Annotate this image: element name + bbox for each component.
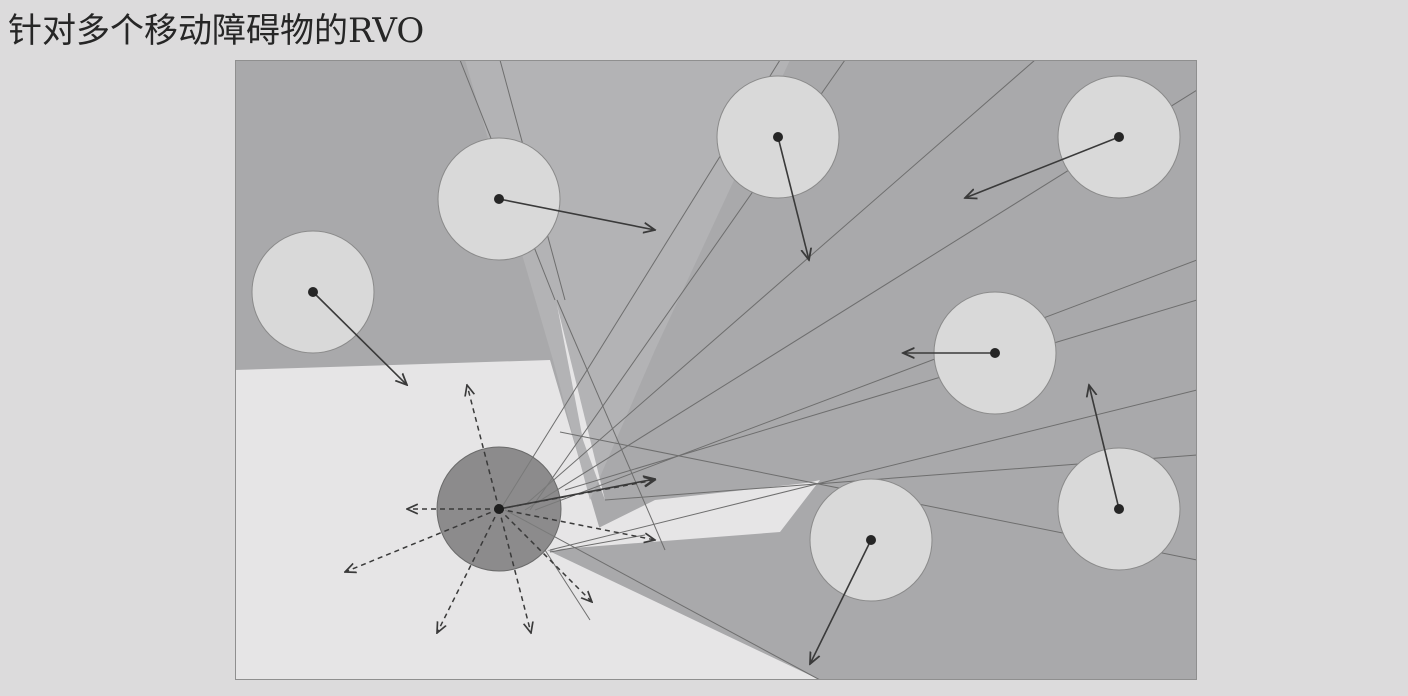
velocity-arrow: [312, 291, 407, 385]
velocity-arrow: [777, 136, 809, 260]
agent-center-dot: [494, 504, 504, 514]
candidate-velocity-arrow: [467, 385, 500, 510]
obstacles: [251, 75, 1181, 664]
obstacle-3: [716, 75, 840, 260]
rvo-diagram: [235, 60, 1197, 680]
diagram-frame: [235, 60, 1197, 680]
velocity-arrow: [1089, 385, 1120, 510]
obstacle-center-dot: [308, 287, 318, 297]
velocity-arrow: [810, 539, 872, 664]
obstacle-7: [810, 478, 933, 664]
obstacle-5: [903, 291, 1057, 415]
candidate-velocity-arrow: [498, 508, 531, 633]
obstacle-center-dot: [990, 348, 1000, 358]
candidate-velocity-arrow: [498, 508, 592, 602]
obstacle-center-dot: [866, 535, 876, 545]
velocity-arrow: [498, 198, 655, 230]
rvo-diagram-svg: [235, 60, 1197, 680]
agent: [345, 385, 655, 633]
obstacle-center-dot: [773, 132, 783, 142]
obstacle-center-dot: [1114, 132, 1124, 142]
obstacle-4: [965, 75, 1181, 198]
obstacle-2: [437, 137, 655, 261]
obstacle-center-dot: [1114, 504, 1124, 514]
free-gap-wedge: [557, 305, 605, 500]
slide-title: 针对多个移动障碍物的RVO: [8, 11, 425, 51]
velocity-arrow: [965, 136, 1120, 198]
obstacle-center-dot: [494, 194, 504, 204]
obstacle-6: [1057, 385, 1181, 571]
candidate-velocity-arrow: [345, 508, 500, 572]
agent-velocity-arrow: [498, 479, 655, 510]
obstacle-1: [251, 230, 407, 385]
